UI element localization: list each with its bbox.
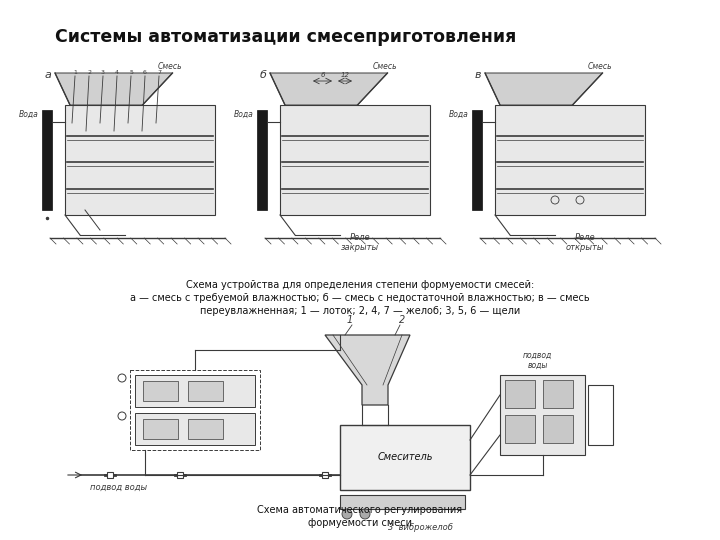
Circle shape (118, 374, 126, 382)
Text: 6: 6 (143, 70, 147, 75)
Text: 3  виброжелоб: 3 виброжелоб (387, 523, 452, 532)
Bar (340, 425, 470, 490)
Bar (543, 380, 573, 408)
Bar (130, 370, 260, 450)
Text: 1: 1 (73, 70, 77, 75)
Text: Вода: Вода (449, 110, 469, 119)
Text: Смесь: Смесь (588, 62, 612, 71)
Text: Схема автоматического регулирования: Схема автоматического регулирования (258, 505, 462, 515)
Polygon shape (495, 105, 645, 215)
Polygon shape (257, 110, 267, 210)
Text: 12: 12 (341, 72, 349, 78)
Text: Смесь: Смесь (158, 62, 182, 71)
Text: подвод воды: подвод воды (90, 483, 147, 492)
Bar (135, 375, 255, 407)
Polygon shape (325, 335, 410, 405)
Bar (588, 385, 613, 445)
Text: в: в (475, 70, 482, 80)
Bar (188, 419, 223, 439)
Bar (135, 413, 255, 445)
Bar (143, 381, 178, 401)
Text: 1: 1 (347, 315, 353, 325)
Text: 5: 5 (129, 70, 133, 75)
Bar (505, 380, 535, 408)
Bar (143, 419, 178, 439)
Circle shape (360, 509, 370, 519)
Text: Реле
открыты: Реле открыты (566, 233, 604, 252)
Text: формуемости смеси: формуемости смеси (308, 518, 412, 528)
Text: 6: 6 (320, 72, 325, 78)
Bar (500, 375, 585, 455)
Text: Системы автоматизации смесеприготовления: Системы автоматизации смесеприготовления (55, 28, 516, 46)
Polygon shape (65, 105, 215, 215)
Text: переувлажненная; 1 — лоток; 2, 4, 7 — желоб; 3, 5, 6 — щели: переувлажненная; 1 — лоток; 2, 4, 7 — же… (200, 306, 520, 316)
Text: 2: 2 (87, 70, 91, 75)
Bar (188, 381, 223, 401)
Text: а: а (45, 70, 52, 80)
Text: 7: 7 (157, 70, 161, 75)
Text: Смесь: Смесь (372, 62, 397, 71)
Text: Вода: Вода (234, 110, 254, 119)
Text: Схема устройства для определения степени формуемости смесей:: Схема устройства для определения степени… (186, 280, 534, 290)
Text: Вода: Вода (19, 110, 39, 119)
Polygon shape (55, 73, 173, 105)
Text: 3: 3 (101, 70, 105, 75)
Polygon shape (270, 73, 387, 105)
Polygon shape (485, 73, 603, 105)
Text: б: б (260, 70, 267, 80)
Circle shape (118, 412, 126, 420)
Circle shape (342, 509, 352, 519)
Polygon shape (340, 495, 465, 509)
Bar (505, 415, 535, 443)
Text: 2: 2 (399, 315, 405, 325)
Text: а — смесь с требуемой влажностью; б — смесь с недостаточной влажностью; в — смес: а — смесь с требуемой влажностью; б — см… (130, 293, 590, 303)
Bar (543, 415, 573, 443)
Polygon shape (472, 110, 482, 210)
Text: Реле
закрыты: Реле закрыты (341, 233, 379, 252)
Text: Смеситель: Смеситель (377, 453, 433, 462)
Polygon shape (280, 105, 430, 215)
Polygon shape (42, 110, 52, 210)
Text: подвод
воды: подвод воды (523, 350, 552, 370)
Text: 4: 4 (115, 70, 119, 75)
